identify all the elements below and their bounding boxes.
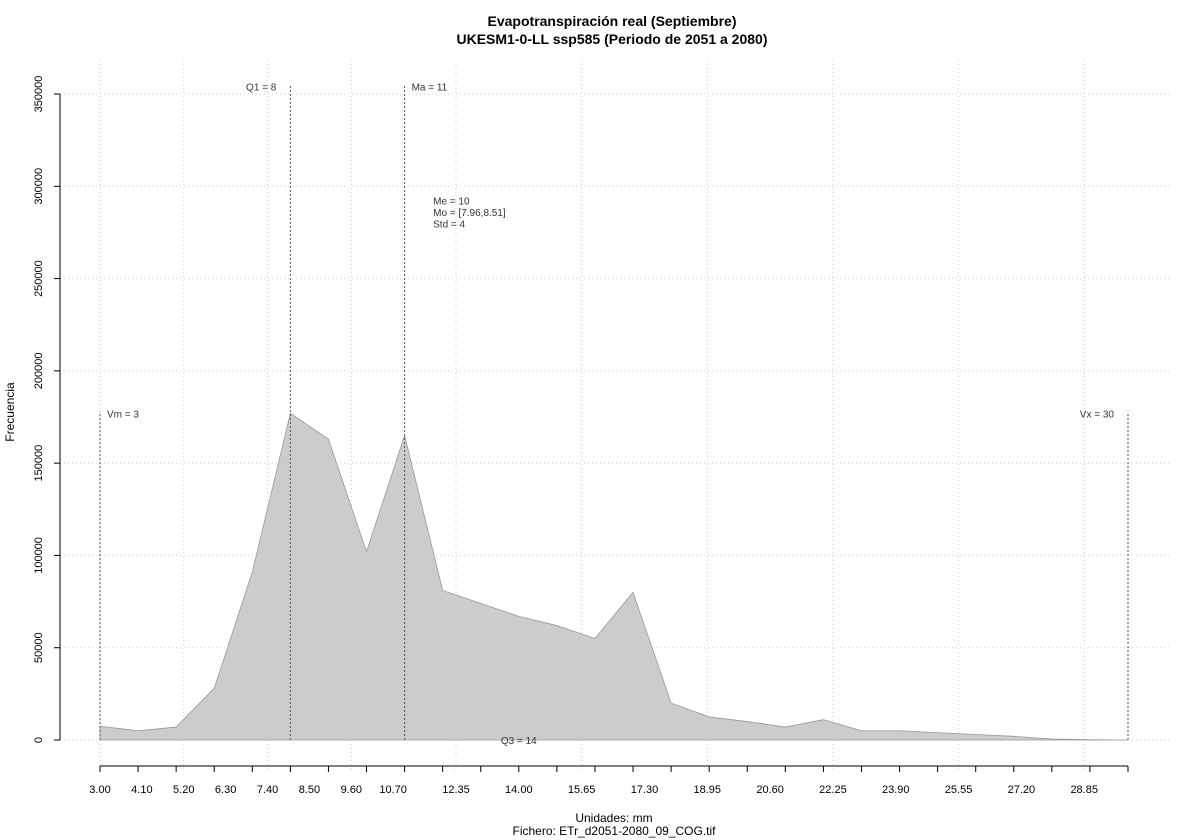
stat-line-2: Std = 4	[433, 220, 465, 231]
reference-lines: Vm = 3 Q1 = 8 Ma = 11 Q3 = 14 Vx = 30	[99, 83, 1129, 747]
y-tick-label-7: 350000	[33, 76, 45, 113]
area-fill	[99, 412, 1129, 741]
stats-annotation: Me = 10 Mo = [7.96,8.51] Std = 4	[433, 197, 506, 231]
x-tick-label-16: 25.55	[945, 784, 973, 796]
x-axis-label: Unidades: mm	[575, 811, 652, 825]
vline-label-2: Ma = 11	[412, 83, 448, 94]
x-tick-label-5: 8.50	[299, 784, 320, 796]
stat-line-0: Me = 10	[433, 197, 470, 208]
y-tick-label-6: 300000	[33, 168, 45, 205]
x-tick-label-15: 23.90	[882, 784, 910, 796]
chart-subtitle: UKESM1-0-LL ssp585 (Periodo de 2051 a 20…	[457, 31, 768, 47]
x-tick-label-2: 5.20	[173, 784, 194, 796]
y-axis: 0 50000 100000 150000 200000 250000 300000 3500…	[33, 76, 61, 743]
x-tick-label-17: 27.20	[1008, 784, 1036, 796]
x-tick-label-13: 20.60	[756, 784, 784, 796]
x-tick-label-9: 14.00	[505, 784, 533, 796]
y-tick-label-5: 250000	[33, 260, 45, 297]
chart-title: Evapotranspiración real (Septiembre)	[488, 13, 737, 29]
x-tick-label-7: 10.70	[379, 784, 407, 796]
vline-label-0: Vm = 3	[107, 409, 139, 420]
y-tick-label-1: 50000	[33, 632, 45, 663]
y-tick-label-0: 0	[33, 737, 45, 743]
x-axis: 3.00 4.10 5.20 6.30 7.40 8.50 9.60 10.70 12.35 14…	[89, 765, 1129, 796]
x-tick-label-6: 9.60	[341, 784, 362, 796]
y-axis-label: Frecuencia	[3, 382, 17, 442]
x-tick-label-14: 22.25	[819, 784, 847, 796]
y-tick-label-4: 200000	[33, 352, 45, 389]
vline-label-1: Q1 = 8	[246, 83, 277, 94]
x-tick-label-3: 6.30	[215, 784, 236, 796]
x-tick-label-8: 12.35	[442, 784, 470, 796]
y-tick-label-3: 150000	[33, 445, 45, 482]
x-tick-label-18: 28.85	[1070, 784, 1098, 796]
x-tick-label-12: 18.95	[694, 784, 722, 796]
x-tick-label-11: 17.30	[631, 784, 659, 796]
stat-line-1: Mo = [7.96,8.51]	[433, 208, 506, 219]
vline-label-3: Q3 = 14	[501, 736, 537, 747]
x-tick-label-0: 3.00	[89, 784, 110, 796]
y-tick-label-2: 100000	[33, 537, 45, 574]
x-tick-label-4: 7.40	[257, 784, 278, 796]
file-label: Fichero: ETr_d2051-2080_09_COG.tif	[513, 824, 717, 838]
x-tick-label-1: 4.10	[131, 784, 152, 796]
x-tick-label-10: 15.65	[568, 784, 596, 796]
vline-label-4: Vx = 30	[1080, 409, 1115, 420]
frequency-area	[99, 412, 1129, 741]
